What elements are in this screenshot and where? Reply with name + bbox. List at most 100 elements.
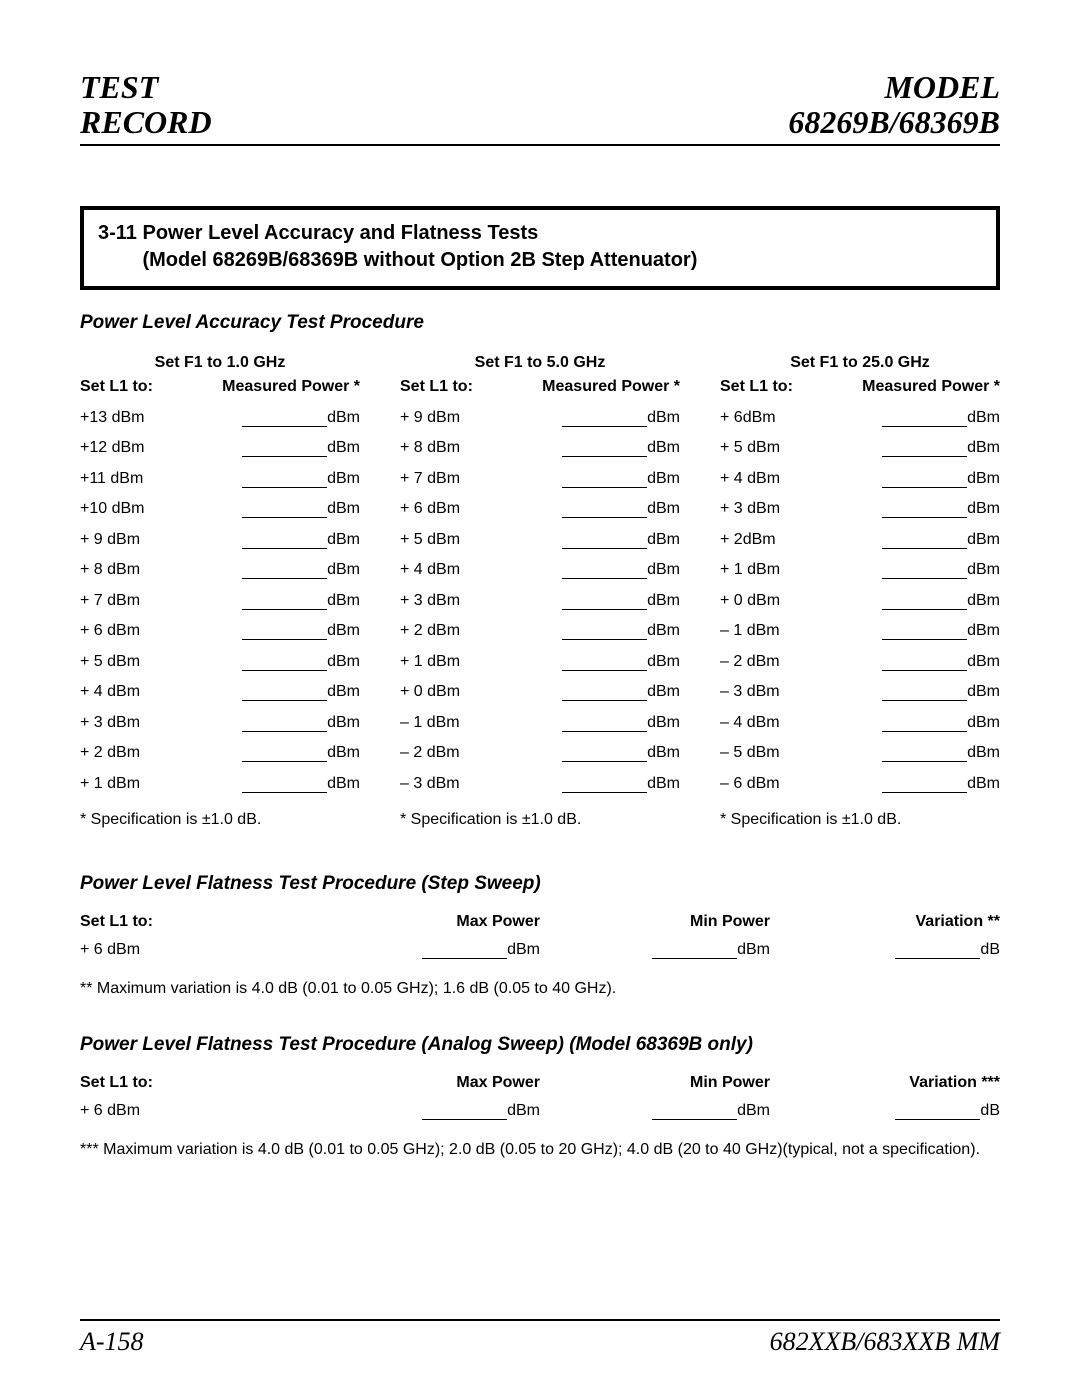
unit: dBm	[647, 470, 680, 487]
flat-step-row: + 6 dBm dBm dBm dB	[80, 941, 1000, 959]
blank-field[interactable]	[882, 442, 967, 457]
blank-field[interactable]	[242, 442, 327, 457]
accuracy-row: + 1 dBmdBm	[720, 561, 1000, 579]
blank-field[interactable]	[895, 944, 980, 959]
blank-field[interactable]	[882, 503, 967, 518]
flat-step-h-min: Min Power	[540, 913, 770, 931]
blank-field[interactable]	[562, 625, 647, 640]
meas-header: Measured Power *	[495, 378, 680, 396]
accuracy-row: – 6 dBmdBm	[720, 775, 1000, 793]
set-value: + 5 dBm	[720, 439, 815, 457]
unit: dBm	[327, 592, 360, 609]
blank-field[interactable]	[242, 534, 327, 549]
blank-field[interactable]	[562, 473, 647, 488]
blank-field[interactable]	[882, 717, 967, 732]
meas-cell: dBm	[495, 653, 680, 671]
accuracy-row: + 4 dBmdBm	[400, 561, 680, 579]
header-right: MODEL 68269B/68369B	[788, 70, 1000, 140]
header-left: TEST RECORD	[80, 70, 212, 140]
unit: dBm	[967, 409, 1000, 426]
accuracy-row: + 3 dBmdBm	[80, 714, 360, 732]
blank-field[interactable]	[882, 686, 967, 701]
blank-field[interactable]	[242, 473, 327, 488]
unit: dBm	[967, 683, 1000, 700]
accuracy-row: + 2 dBmdBm	[80, 744, 360, 762]
blank-field[interactable]	[562, 656, 647, 671]
blank-field[interactable]	[562, 564, 647, 579]
meas-cell: dBm	[815, 714, 1000, 732]
blank-field[interactable]	[882, 412, 967, 427]
accuracy-row: + 3 dBmdBm	[400, 592, 680, 610]
unit: dBm	[967, 622, 1000, 639]
blank-field[interactable]	[242, 778, 327, 793]
blank-field[interactable]	[562, 778, 647, 793]
accuracy-column: Set F1 to 5.0 GHzSet L1 to:Measured Powe…	[400, 344, 680, 829]
set-value: +12 dBm	[80, 439, 175, 457]
unit: dBm	[327, 714, 360, 731]
blank-field[interactable]	[562, 442, 647, 457]
section-number: 3-11	[98, 222, 137, 244]
blank-field[interactable]	[562, 686, 647, 701]
blank-field[interactable]	[422, 1105, 507, 1120]
flat-analog-set: + 6 dBm	[80, 1102, 310, 1120]
blank-field[interactable]	[652, 1105, 737, 1120]
flat-analog-table: Set L1 to: Max Power Min Power Variation…	[80, 1066, 1000, 1130]
meas-cell: dBm	[175, 439, 360, 457]
blank-field[interactable]	[562, 503, 647, 518]
blank-field[interactable]	[242, 412, 327, 427]
unit: dBm	[647, 439, 680, 456]
blank-field[interactable]	[882, 747, 967, 762]
page-footer: A-158 682XXB/683XXB MM	[80, 1319, 1000, 1357]
blank-field[interactable]	[422, 944, 507, 959]
blank-field[interactable]	[242, 656, 327, 671]
set-value: + 5 dBm	[400, 531, 495, 549]
blank-field[interactable]	[562, 747, 647, 762]
meas-cell: dBm	[175, 500, 360, 518]
footer-text: A-158 682XXB/683XXB MM	[80, 1327, 1000, 1357]
blank-field[interactable]	[242, 717, 327, 732]
meas-cell: dBm	[815, 439, 1000, 457]
blank-field[interactable]	[652, 944, 737, 959]
blank-field[interactable]	[882, 564, 967, 579]
meas-cell: dBm	[495, 470, 680, 488]
flat-step-note: ** Maximum variation is 4.0 dB (0.01 to …	[80, 979, 1000, 1000]
blank-field[interactable]	[882, 625, 967, 640]
set-value: – 6 dBm	[720, 775, 815, 793]
blank-field[interactable]	[562, 595, 647, 610]
flat-step-h-max: Max Power	[310, 913, 540, 931]
unit: dBm	[327, 439, 360, 456]
unit: dBm	[967, 592, 1000, 609]
blank-field[interactable]	[882, 656, 967, 671]
unit: dBm	[967, 714, 1000, 731]
blank-field[interactable]	[895, 1105, 980, 1120]
blank-field[interactable]	[562, 717, 647, 732]
accuracy-row: + 4 dBmdBm	[720, 470, 1000, 488]
accuracy-row: +12 dBm dBm	[80, 439, 360, 457]
set-value: + 1 dBm	[400, 653, 495, 671]
blank-field[interactable]	[882, 595, 967, 610]
blank-field[interactable]	[562, 534, 647, 549]
page-number: A-158	[80, 1327, 144, 1357]
meas-cell: dBm	[815, 622, 1000, 640]
blank-field[interactable]	[242, 564, 327, 579]
meas-cell: dBm	[495, 714, 680, 732]
set-value: – 4 dBm	[720, 714, 815, 732]
blank-field[interactable]	[882, 473, 967, 488]
set-header: Set L1 to:	[400, 378, 495, 396]
unit: dBm	[647, 531, 680, 548]
accuracy-row: – 1 dBmdBm	[720, 622, 1000, 640]
blank-field[interactable]	[882, 534, 967, 549]
blank-field[interactable]	[242, 625, 327, 640]
blank-field[interactable]	[562, 412, 647, 427]
flat-step-h-var: Variation **	[770, 913, 1000, 931]
unit: dBm	[327, 470, 360, 487]
accuracy-row: + 8 dBmdBm	[400, 439, 680, 457]
blank-field[interactable]	[242, 503, 327, 518]
meas-cell: dBm	[815, 592, 1000, 610]
blank-field[interactable]	[882, 778, 967, 793]
flat-analog-header: Set L1 to: Max Power Min Power Variation…	[80, 1074, 1000, 1092]
unit: dBm	[327, 744, 360, 761]
blank-field[interactable]	[242, 595, 327, 610]
blank-field[interactable]	[242, 747, 327, 762]
blank-field[interactable]	[242, 686, 327, 701]
